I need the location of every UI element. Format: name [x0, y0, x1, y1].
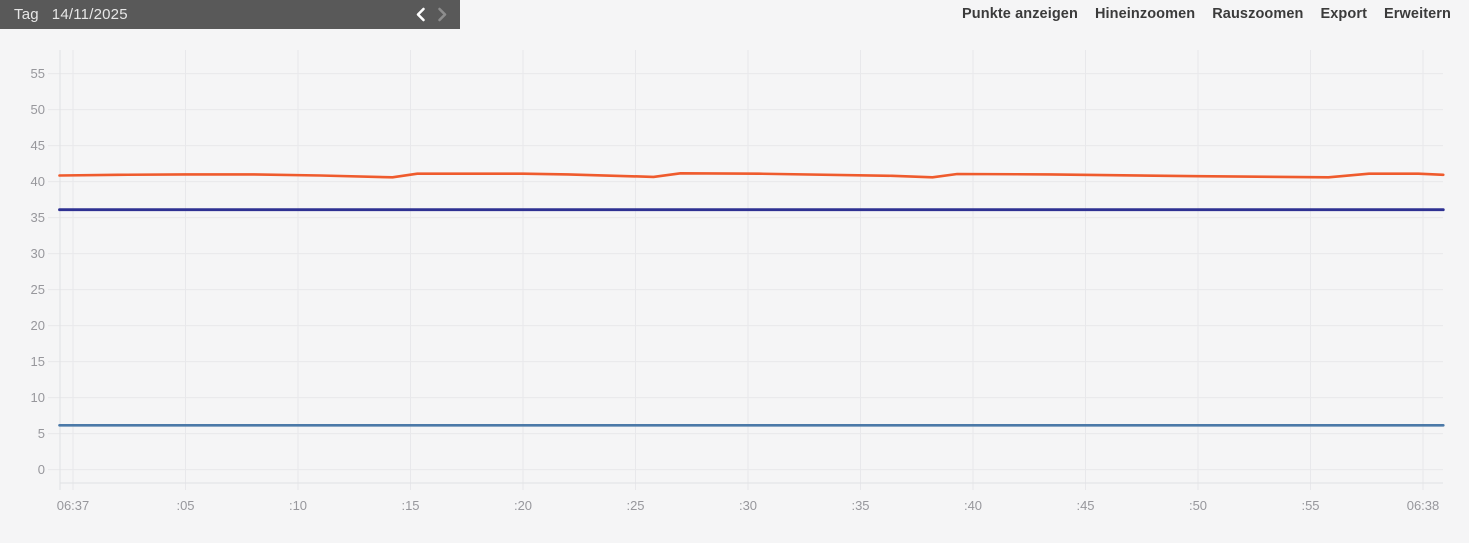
- x-tick-label: :15: [401, 498, 419, 513]
- x-tick-label: :50: [1189, 498, 1207, 513]
- y-tick-label: 35: [31, 210, 45, 225]
- toolbar: Punkte anzeigen Hineinzoomen Rauszoomen Exp…: [962, 3, 1451, 25]
- date-navigator: Tag 14/11/2025: [0, 0, 460, 29]
- toolbar-item-hineinzoomen[interactable]: Hineinzoomen: [1094, 6, 1196, 22]
- x-tick-label: :30: [739, 498, 757, 513]
- x-tick-label: :20: [514, 498, 532, 513]
- next-day-button[interactable]: [435, 5, 450, 24]
- y-tick-label: 0: [38, 462, 45, 477]
- toolbar-item-erweitern[interactable]: Erweitern: [1384, 6, 1451, 22]
- toolbar-item-punkte-anzeigen[interactable]: Punkte anzeigen: [962, 6, 1078, 22]
- chevron-right-icon: [438, 7, 447, 22]
- x-tick-label: 06:38: [1407, 498, 1440, 513]
- x-tick-label: :05: [176, 498, 194, 513]
- toolbar-item-export[interactable]: Export: [1320, 6, 1368, 22]
- y-tick-label: 10: [31, 390, 45, 405]
- previous-day-button[interactable]: [413, 5, 428, 24]
- date-nav-controls: [413, 5, 450, 24]
- chevron-left-icon: [416, 7, 425, 22]
- y-tick-label: 5: [38, 426, 45, 441]
- x-tick-label: :55: [1301, 498, 1319, 513]
- toolbar-item-rauszoomen[interactable]: Rauszoomen: [1212, 6, 1304, 22]
- series-line-orange: [58, 172, 1445, 179]
- y-tick-label: 40: [31, 174, 45, 189]
- x-tick-label: :10: [289, 498, 307, 513]
- x-tick-label: :25: [626, 498, 644, 513]
- y-tick-label: 30: [31, 246, 45, 261]
- x-tick-label: 06:37: [57, 498, 90, 513]
- period-mode-label: Tag: [14, 6, 39, 23]
- y-tick-label: 50: [31, 102, 45, 117]
- x-tick-label: :35: [851, 498, 869, 513]
- y-tick-label: 15: [31, 354, 45, 369]
- x-tick-label: :40: [964, 498, 982, 513]
- y-tick-label: 45: [31, 138, 45, 153]
- x-tick-label: :45: [1076, 498, 1094, 513]
- y-tick-label: 25: [31, 282, 45, 297]
- y-tick-label: 55: [31, 66, 45, 81]
- y-tick-label: 20: [31, 318, 45, 333]
- date-label: 14/11/2025: [51, 6, 128, 23]
